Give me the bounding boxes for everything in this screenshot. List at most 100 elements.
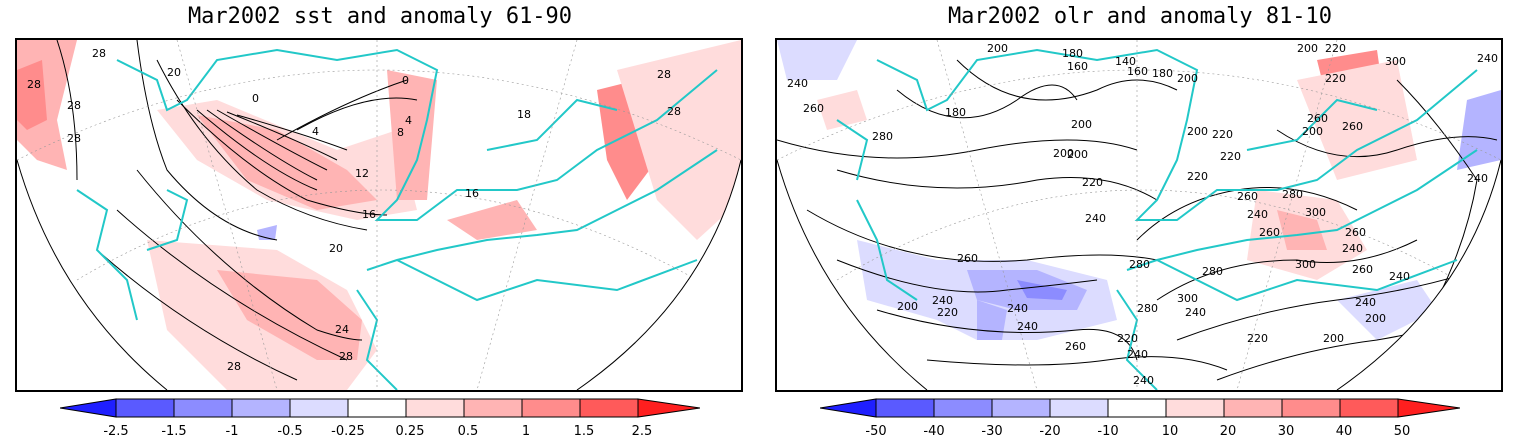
olr-contour-label: 240 bbox=[1007, 302, 1028, 315]
sst-contour-label: 28 bbox=[92, 47, 106, 60]
olr-contour-label: 300 bbox=[1305, 206, 1326, 219]
olr-contour-label: 260 bbox=[1065, 340, 1086, 353]
colorbar-swatch bbox=[875, 398, 935, 418]
sst-colorbar-label: -1 bbox=[225, 424, 239, 439]
olr-anomaly-region bbox=[1457, 90, 1501, 170]
olr-contour-label: 200 bbox=[897, 300, 918, 313]
olr-contour-label: 300 bbox=[1295, 258, 1316, 271]
olr-contour-label: 240 bbox=[787, 77, 808, 90]
colorbar-swatch bbox=[1281, 398, 1341, 418]
sst-anomaly-region bbox=[217, 270, 362, 360]
sst-contour-label: 18 bbox=[517, 108, 531, 121]
sst-contour-label: 24 bbox=[335, 323, 349, 336]
sst-map-canvas: 28 28 28 28 28 28 20 0 0 4 4 8 12 16 20 … bbox=[17, 40, 741, 390]
colorbar-swatch bbox=[1165, 398, 1225, 418]
sst-colorbar-label: -1.5 bbox=[161, 424, 187, 439]
colorbar-swatch bbox=[347, 398, 407, 418]
sst-anomaly-region bbox=[447, 200, 537, 240]
olr-contour-label: 260 bbox=[1259, 226, 1280, 239]
olr-contour-label: 220 bbox=[1325, 72, 1346, 85]
colorbar-swatch bbox=[1223, 398, 1283, 418]
olr-contour-label: 300 bbox=[1385, 55, 1406, 68]
olr-colorbar-label: -20 bbox=[1039, 424, 1061, 439]
olr-colorbar-label: 10 bbox=[1161, 424, 1179, 439]
olr-anomaly-region bbox=[1277, 210, 1327, 250]
olr-contour-label: 180 bbox=[945, 106, 966, 119]
colorbar-swatch bbox=[521, 398, 581, 418]
sst-contour-label: 28 bbox=[667, 105, 681, 118]
olr-anomaly-region bbox=[777, 40, 857, 80]
olr-contour-label: 280 bbox=[1282, 188, 1303, 201]
olr-colorbar-label: 50 bbox=[1393, 424, 1411, 439]
olr-anomaly-region bbox=[977, 300, 1007, 340]
sst-anomaly-region bbox=[387, 70, 437, 200]
olr-contour-label: 140 bbox=[1115, 55, 1136, 68]
sst-contour-label: 28 bbox=[227, 360, 241, 373]
sst-anomaly-region bbox=[617, 40, 741, 240]
colorbar-swatch bbox=[59, 398, 117, 418]
olr-anomaly-region bbox=[1297, 60, 1417, 180]
sst-contour-label: 0 bbox=[402, 74, 409, 87]
colorbar-swatch bbox=[173, 398, 233, 418]
olr-contour-label: 240 bbox=[1185, 306, 1206, 319]
olr-anomaly-region bbox=[817, 90, 867, 130]
olr-contour-label: 260 bbox=[957, 252, 978, 265]
olr-contour-label: 240 bbox=[1467, 172, 1488, 185]
olr-contour-label: 240 bbox=[932, 294, 953, 307]
sst-panel: Mar2002 sst and anomaly 61-90 bbox=[0, 0, 760, 439]
colorbar-swatch bbox=[289, 398, 349, 418]
olr-colorbar-label: -30 bbox=[981, 424, 1003, 439]
sst-contour-label: 12 bbox=[355, 167, 369, 180]
sst-anomaly-region bbox=[197, 115, 377, 210]
sst-colorbar-label: 1 bbox=[521, 424, 531, 439]
olr-contour-label: 240 bbox=[1389, 270, 1410, 283]
olr-contour-label: 220 bbox=[1247, 332, 1268, 345]
olr-contour-label: 240 bbox=[1355, 296, 1376, 309]
olr-colorbar-label: -50 bbox=[865, 424, 887, 439]
olr-anomaly-region bbox=[1337, 280, 1437, 340]
olr-colorbar-label: 30 bbox=[1277, 424, 1295, 439]
olr-contour-label: 200 bbox=[1071, 118, 1092, 131]
colorbar-swatch bbox=[1397, 398, 1461, 418]
olr-contour-label: 240 bbox=[1477, 52, 1498, 65]
sst-colorbar-label: 1.5 bbox=[573, 424, 595, 439]
olr-contour-label: 260 bbox=[1342, 120, 1363, 133]
olr-contour-label: 200 bbox=[1297, 42, 1318, 55]
sst-contour-label: 4 bbox=[312, 125, 319, 138]
olr-contour-label: 200 bbox=[1365, 312, 1386, 325]
colorbar-swatch bbox=[933, 398, 993, 418]
sst-contour-label: 28 bbox=[67, 132, 81, 145]
olr-contour-label: 240 bbox=[1127, 348, 1148, 361]
olr-contour-label: 200 bbox=[987, 42, 1008, 55]
sst-contour-label: 8 bbox=[397, 126, 404, 139]
olr-contour-label: 220 bbox=[1220, 150, 1241, 163]
colorbar-swatch bbox=[637, 398, 701, 418]
sst-contour-label: 0 bbox=[252, 92, 259, 105]
olr-contour-label: 240 bbox=[1247, 208, 1268, 221]
olr-contour-label: 280 bbox=[1202, 265, 1223, 278]
colorbar-swatch bbox=[115, 398, 175, 418]
colorbar-swatch bbox=[991, 398, 1051, 418]
olr-contour-label: 260 bbox=[1352, 263, 1373, 276]
olr-contour-label: 200 bbox=[1187, 125, 1208, 138]
olr-contour-label: 240 bbox=[1133, 374, 1154, 387]
olr-contour-label: 260 bbox=[803, 102, 824, 115]
olr-map: 240 200 180 160 140 160 180 200 200 220 … bbox=[775, 38, 1503, 392]
sst-colorbar-label: -2.5 bbox=[103, 424, 129, 439]
colorbar-swatch bbox=[579, 398, 639, 418]
sst-contour-label: 16 bbox=[465, 187, 479, 200]
sst-colorbar-label: 0.25 bbox=[395, 424, 425, 439]
olr-contour-label: 240 bbox=[1342, 242, 1363, 255]
sst-colorbar-label: -0.5 bbox=[277, 424, 303, 439]
sst-contour-label: 28 bbox=[339, 350, 353, 363]
olr-contour-label: 220 bbox=[1212, 128, 1233, 141]
sst-anomaly-region bbox=[17, 60, 47, 130]
olr-contour-label: 220 bbox=[1082, 176, 1103, 189]
colorbar-swatch bbox=[463, 398, 523, 418]
sst-colorbar: -2.5 -1.5 -1 -0.5 -0.25 0.25 0.5 1 1.5 2… bbox=[59, 398, 701, 439]
sst-contour-label: 28 bbox=[657, 68, 671, 81]
olr-contour-label: 180 bbox=[1062, 47, 1083, 60]
colorbar-swatch bbox=[819, 398, 877, 418]
olr-contour-label: 160 bbox=[1067, 60, 1088, 73]
sst-colorbar-label: 2.5 bbox=[631, 424, 653, 439]
